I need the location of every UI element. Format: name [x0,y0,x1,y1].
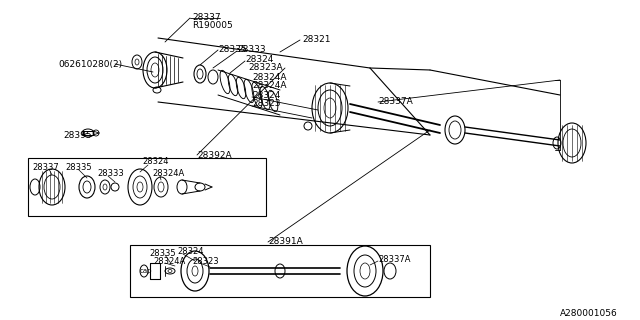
Text: 28335: 28335 [65,163,92,172]
Text: 28337A: 28337A [378,254,410,263]
Bar [130,245,430,297]
Text: 28333: 28333 [237,44,266,53]
Bar [28,158,266,216]
Text: 28324: 28324 [142,157,168,166]
Text: 28324: 28324 [245,54,273,63]
Text: 28324A: 28324A [252,73,287,82]
Text: 28337A: 28337A [378,98,413,107]
Text: 28324: 28324 [252,91,280,100]
Text: 28335: 28335 [218,44,246,53]
Text: 28324A: 28324A [252,82,287,91]
Text: 062610280(2): 062610280(2) [58,60,122,68]
Text: cap: cap [140,268,152,274]
Text: 28324: 28324 [177,246,204,255]
Text: 28321: 28321 [302,36,330,44]
Text: 28337: 28337 [192,12,221,21]
Text: 28323: 28323 [252,100,280,108]
Text: 28324A: 28324A [153,257,185,266]
Text: 28395: 28395 [63,131,92,140]
Text: 28324A: 28324A [152,170,184,179]
Text: 28333: 28333 [97,170,124,179]
Text: 28335: 28335 [149,249,175,258]
Text: A280001056: A280001056 [560,308,618,317]
Text: 28323: 28323 [192,257,219,266]
Text: 28391A: 28391A [268,237,303,246]
Text: 28337: 28337 [32,163,59,172]
Text: R190005: R190005 [192,20,233,29]
Text: 28323A: 28323A [248,63,283,73]
Text: 28392A: 28392A [197,150,232,159]
